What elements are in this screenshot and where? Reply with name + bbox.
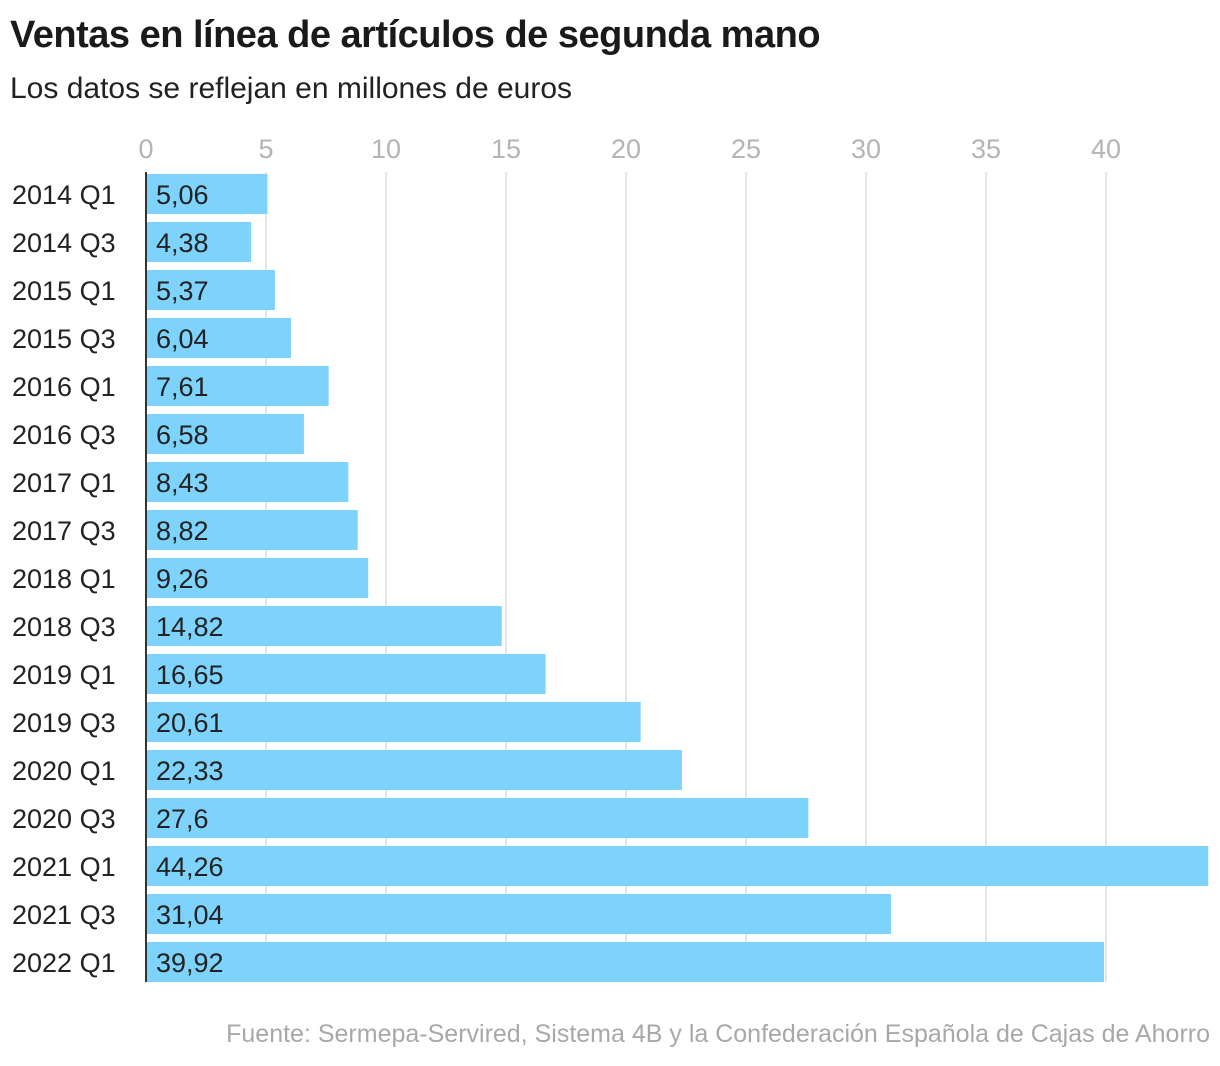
category-label: 2017 Q1 (12, 468, 116, 498)
source-note: Fuente: Sermepa-Servired, Sistema 4B y l… (226, 1020, 1210, 1048)
category-label: 2017 Q3 (12, 516, 116, 546)
bar-value-label: 14,82 (156, 612, 224, 642)
category-label: 2016 Q1 (12, 372, 116, 402)
bar (146, 318, 291, 358)
category-label: 2018 Q1 (12, 564, 116, 594)
bar (146, 462, 349, 502)
chart-subtitle: Los datos se reflejan en millones de eur… (10, 72, 573, 105)
x-tick-label: 5 (258, 134, 273, 164)
bar-value-label: 8,82 (156, 516, 209, 546)
bars: 5,06 4,38 5,37 6,04 7,61 6,58 8,43 8,82 9,26 14,8… (146, 174, 1209, 982)
x-tick-label: 15 (491, 134, 521, 164)
bar (146, 798, 809, 838)
bar-value-label: 39,92 (156, 948, 224, 978)
category-label: 2018 Q3 (12, 612, 116, 642)
bar (146, 558, 369, 598)
bar-value-label: 4,38 (156, 228, 209, 258)
bar (146, 846, 1209, 886)
bar-value-label: 9,26 (156, 564, 209, 594)
bar (146, 894, 891, 934)
bar (146, 414, 304, 454)
bar (146, 366, 329, 406)
bar-value-label: 7,61 (156, 372, 209, 402)
bar-chart: 0 5 10 15 20 25 30 35 40 5,06 4,38 5,37 6,04 7,61 6,5… (12, 134, 1209, 982)
category-label: 2014 Q1 (12, 180, 116, 210)
category-label: 2021 Q1 (12, 852, 116, 882)
category-label: 2014 Q3 (12, 228, 116, 258)
bar (146, 174, 268, 214)
category-label: 2015 Q3 (12, 324, 116, 354)
category-label: 2020 Q1 (12, 756, 116, 786)
bar-value-label: 5,37 (156, 276, 209, 306)
category-label: 2015 Q1 (12, 276, 116, 306)
bar (146, 750, 682, 790)
bar (146, 606, 502, 646)
category-label: 2020 Q3 (12, 804, 116, 834)
bar (146, 510, 358, 550)
bar-value-label: 22,33 (156, 756, 224, 786)
x-tick-label: 25 (731, 134, 761, 164)
category-label: 2019 Q3 (12, 708, 116, 738)
category-label: 2022 Q1 (12, 948, 116, 978)
bar-value-label: 8,43 (156, 468, 209, 498)
bar (146, 942, 1105, 982)
bar-value-label: 6,04 (156, 324, 209, 354)
chart-title: Ventas en línea de artículos de segunda … (10, 14, 821, 56)
category-labels: 2014 Q1 2014 Q3 2015 Q1 2015 Q3 2016 Q1 2016 … (12, 180, 116, 978)
bar-value-label: 44,26 (156, 852, 224, 882)
bar-value-label: 31,04 (156, 900, 224, 930)
bar-value-label: 6,58 (156, 420, 209, 450)
x-tick-label: 10 (371, 134, 401, 164)
bar-value-label: 27,6 (156, 804, 209, 834)
bar (146, 270, 275, 310)
bar-value-label: 16,65 (156, 660, 224, 690)
bar (146, 702, 641, 742)
bar (146, 222, 252, 262)
x-tick-label: 0 (138, 134, 153, 164)
bar-value-label: 20,61 (156, 708, 224, 738)
x-axis-ticks: 0 5 10 15 20 25 30 35 40 (138, 134, 1121, 164)
grid-lines (265, 172, 1107, 982)
category-label: 2016 Q3 (12, 420, 116, 450)
category-label: 2019 Q1 (12, 660, 116, 690)
x-tick-label: 35 (971, 134, 1001, 164)
x-tick-label: 20 (611, 134, 641, 164)
x-tick-label: 30 (851, 134, 881, 164)
bar-value-label: 5,06 (156, 180, 209, 210)
bar (146, 654, 546, 694)
x-tick-label: 40 (1091, 134, 1121, 164)
category-label: 2021 Q3 (12, 900, 116, 930)
